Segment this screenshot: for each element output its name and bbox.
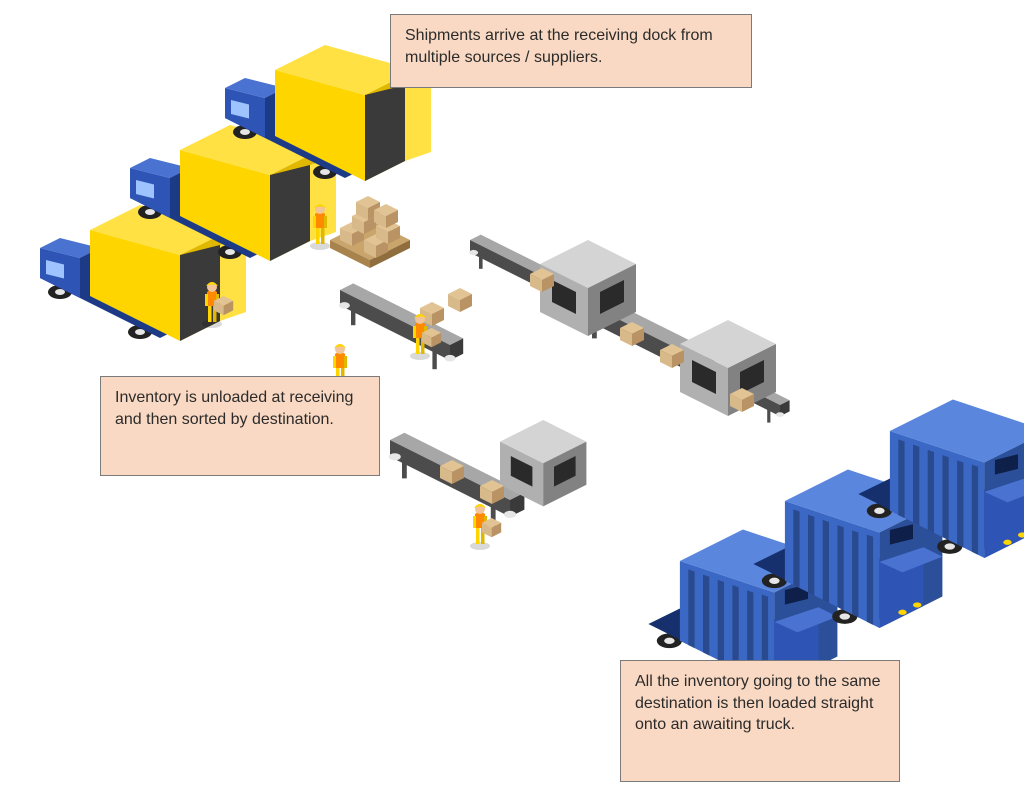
pallet-stack bbox=[330, 196, 410, 268]
outbound-trucks bbox=[648, 400, 1024, 689]
callout-loading: All the inventory going to the same dest… bbox=[620, 660, 900, 782]
callout-receiving: Shipments arrive at the receiving dock f… bbox=[390, 14, 752, 88]
callout-sorting: Inventory is unloaded at receiving and t… bbox=[100, 376, 380, 476]
